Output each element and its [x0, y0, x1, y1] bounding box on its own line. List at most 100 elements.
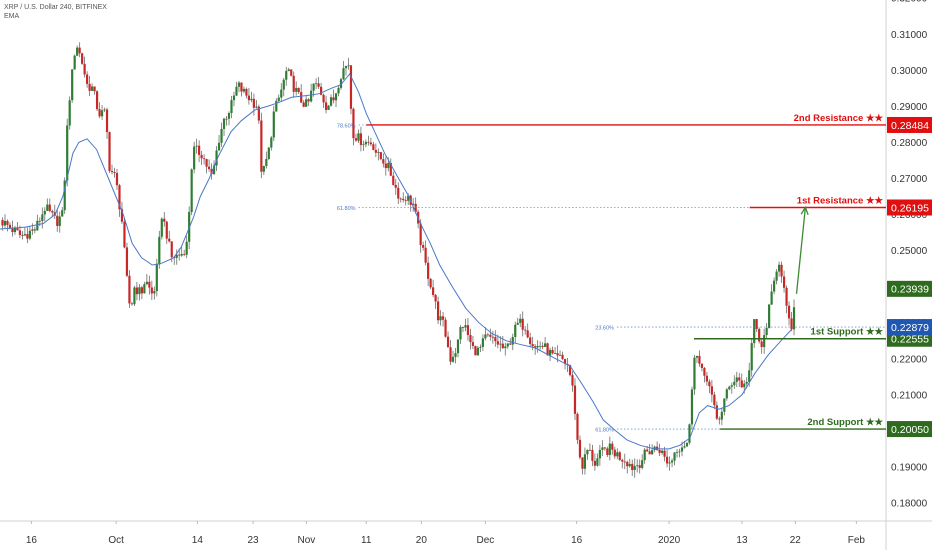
candle-body — [379, 152, 382, 160]
candle-body — [553, 353, 557, 354]
candle-body — [88, 83, 91, 91]
candle-body — [397, 187, 400, 199]
candle-body — [21, 235, 24, 236]
candle-body — [195, 145, 198, 147]
candle-body — [750, 343, 753, 371]
candle-body — [792, 307, 796, 330]
support-price-text: 0.20050 — [891, 424, 929, 436]
candle-body — [18, 230, 22, 236]
candle-body — [120, 209, 124, 222]
candle-body — [272, 111, 275, 138]
candle-body — [519, 318, 522, 323]
y-tick-label: 0.25000 — [891, 246, 928, 257]
candle-body — [305, 99, 308, 107]
candle-body — [434, 294, 437, 302]
candle-body — [98, 109, 101, 117]
x-tick-label: Dec — [476, 535, 494, 546]
candle-body — [546, 343, 549, 356]
candle-body — [364, 141, 367, 145]
candle-body — [449, 347, 452, 362]
candle-body — [733, 381, 736, 386]
candle-body — [561, 354, 564, 360]
candle-body — [745, 381, 748, 384]
candle-body — [267, 147, 270, 159]
candle-body — [36, 220, 39, 231]
candle-body — [33, 229, 36, 231]
candle-body — [315, 83, 318, 85]
candle-body — [78, 47, 81, 54]
candle-body — [369, 142, 372, 145]
candle-body — [760, 341, 763, 348]
candle-body — [158, 236, 161, 265]
candle-body — [636, 465, 639, 467]
candle-body — [327, 105, 330, 110]
candle-body — [193, 146, 196, 170]
candle-body — [13, 227, 17, 233]
candle-body — [265, 158, 268, 167]
candle-body — [658, 449, 661, 453]
x-tick-label: 20 — [416, 535, 428, 546]
candle-body — [673, 452, 676, 461]
candle-body — [310, 90, 313, 102]
candle-body — [603, 447, 606, 449]
candle-body — [494, 337, 497, 342]
candle-body — [725, 389, 728, 399]
candle-body — [347, 65, 350, 67]
candle-body — [230, 100, 233, 113]
candle-body — [713, 394, 716, 406]
candle-body — [153, 291, 156, 294]
candle-body — [486, 334, 489, 336]
candle-body — [150, 287, 153, 294]
candle-body — [6, 220, 9, 225]
candle-body — [90, 86, 94, 91]
candle-body — [623, 461, 626, 463]
y-tick-label: 0.30000 — [891, 66, 928, 77]
candle-body — [148, 281, 151, 288]
candle-body — [680, 447, 684, 452]
candle-body — [205, 159, 208, 167]
candle-body — [578, 439, 582, 458]
symbol-title: XRP / U.S. Dollar 240, BITFINEX — [4, 4, 107, 11]
candle-body — [785, 287, 788, 306]
candle-body — [140, 287, 143, 294]
candle-body — [170, 241, 173, 258]
candle-body — [768, 304, 771, 329]
candle-body — [556, 353, 559, 356]
candle-body — [613, 449, 616, 457]
candle-body — [653, 446, 656, 451]
candle-body — [324, 102, 328, 110]
candle-body — [93, 86, 96, 92]
candle-body — [777, 264, 781, 272]
candle-body — [695, 355, 699, 358]
candle-body — [245, 88, 248, 96]
candle-body — [596, 458, 599, 466]
candle-body — [180, 253, 183, 256]
candle-body — [422, 245, 425, 248]
candle-body — [466, 325, 470, 336]
candle-body — [618, 452, 621, 460]
candle-body — [454, 353, 457, 357]
candle-body — [491, 336, 494, 338]
candle-body — [287, 69, 290, 72]
candle-body — [277, 97, 280, 101]
candle-body — [501, 343, 504, 349]
candle-body — [51, 210, 54, 213]
candle-body — [108, 132, 111, 171]
y-tick-label: 0.29000 — [891, 102, 928, 113]
candle-body — [419, 223, 422, 246]
candle-body — [474, 345, 477, 356]
candle-body — [663, 450, 666, 457]
candle-body — [232, 95, 236, 101]
candle-body — [247, 95, 251, 101]
candle-body — [499, 343, 502, 345]
target-arrowhead — [800, 205, 809, 216]
candle-body — [451, 356, 455, 362]
candle-body — [541, 345, 544, 347]
candle-body — [444, 319, 447, 337]
candle-body — [685, 442, 689, 447]
candle-body — [100, 110, 104, 117]
candle-body — [628, 463, 631, 467]
candle-body — [28, 230, 31, 239]
candle-body — [387, 163, 390, 169]
